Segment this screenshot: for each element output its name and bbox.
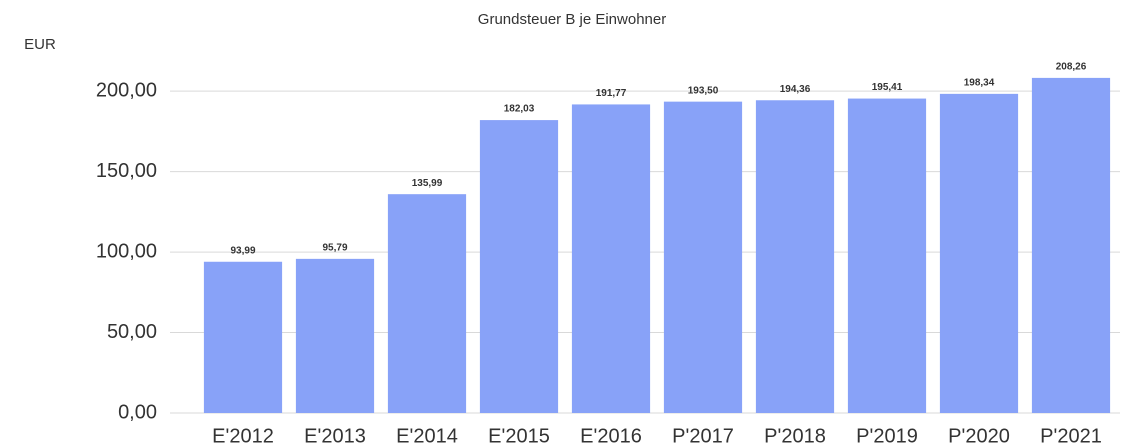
bar <box>755 100 835 414</box>
bar <box>295 258 375 413</box>
x-tick-label: P'2019 <box>856 425 918 447</box>
bar <box>1031 77 1111 414</box>
bar <box>847 98 927 414</box>
x-tick-label: P'2020 <box>948 425 1010 447</box>
data-label: 208,26 <box>1056 62 1087 73</box>
x-tick-label: E'2016 <box>580 425 642 447</box>
data-label: 198,34 <box>964 77 995 88</box>
y-tick-label: 0,00 <box>118 401 157 423</box>
bar <box>663 101 743 414</box>
bar <box>387 194 467 413</box>
data-label: 191,77 <box>596 88 627 99</box>
bar <box>479 120 559 414</box>
y-tick-label: 150,00 <box>96 160 157 182</box>
x-tick-label: E'2014 <box>396 425 458 447</box>
chart-title: Grundsteuer B je Einwohner <box>478 11 666 28</box>
bar <box>571 104 651 414</box>
x-tick-label: E'2013 <box>304 425 366 447</box>
y-tick-label: 200,00 <box>96 79 157 101</box>
data-label: 194,36 <box>780 84 811 95</box>
x-tick-label: E'2012 <box>212 425 274 447</box>
x-tick-label: E'2015 <box>488 425 550 447</box>
bar <box>203 261 283 413</box>
data-label: 182,03 <box>504 104 535 115</box>
x-tick-label: P'2021 <box>1040 425 1102 447</box>
data-label: 195,41 <box>872 82 903 93</box>
y-axis-label: EUR <box>24 36 56 53</box>
y-tick-label: 100,00 <box>96 240 157 262</box>
data-label: 135,99 <box>412 178 443 189</box>
data-label: 93,99 <box>230 245 255 256</box>
data-label: 193,50 <box>688 85 719 96</box>
x-tick-label: P'2018 <box>764 425 826 447</box>
x-tick-label: P'2017 <box>672 425 734 447</box>
y-tick-label: 50,00 <box>107 321 157 343</box>
bar <box>939 93 1019 413</box>
data-label: 95,79 <box>322 243 347 254</box>
